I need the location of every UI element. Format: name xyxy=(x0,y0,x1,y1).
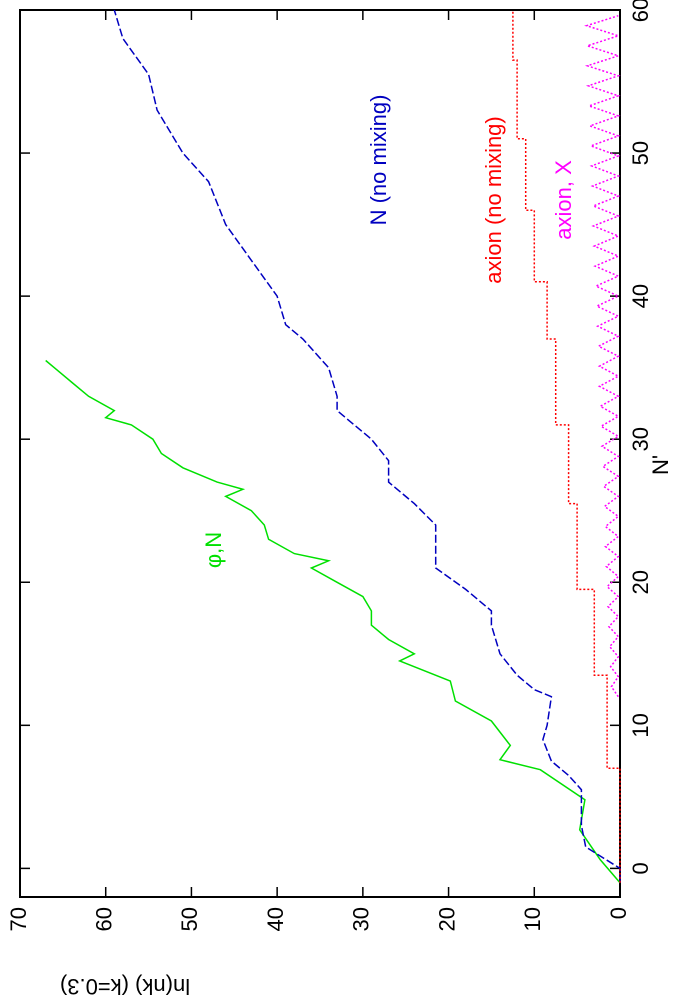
y-tick-label: 30 xyxy=(349,907,374,931)
series-line xyxy=(45,359,621,884)
x-tick-label: 50 xyxy=(628,141,653,165)
series-label: axion (no mixing) xyxy=(481,116,506,284)
x-tick-label: 30 xyxy=(628,427,653,451)
plot-area: N' ln(nk) (k=0.3) 0 10 20 30 40 50 60 0 10 20 30 40… xyxy=(6,0,673,999)
y-tick-label: 70 xyxy=(6,907,31,931)
series-label: φ,N xyxy=(201,532,226,568)
y-tick-label: 40 xyxy=(263,907,288,931)
x-tick-label: 20 xyxy=(628,570,653,594)
y-tick-label: 50 xyxy=(177,907,202,931)
series-label: axion, X xyxy=(551,160,576,240)
x-tick-label: 60 xyxy=(628,0,653,22)
plot-frame xyxy=(19,9,621,898)
series-label: N (no mixing) xyxy=(366,95,391,226)
series-line xyxy=(584,14,621,698)
y-tick-label: 60 xyxy=(92,907,117,931)
y-tick-label: 10 xyxy=(520,907,545,931)
x-tick-label: 40 xyxy=(628,284,653,308)
x-tick-label: 10 xyxy=(628,713,653,737)
y-tick-label: 0 xyxy=(606,907,631,919)
series-line xyxy=(113,9,621,883)
y-tick-label: 20 xyxy=(434,907,459,931)
x-axis-label: N' xyxy=(648,455,673,475)
x-tick-label: 0 xyxy=(628,862,653,874)
series-line xyxy=(512,10,621,883)
y-axis-label: ln(nk) (k=0.3) xyxy=(60,974,190,999)
